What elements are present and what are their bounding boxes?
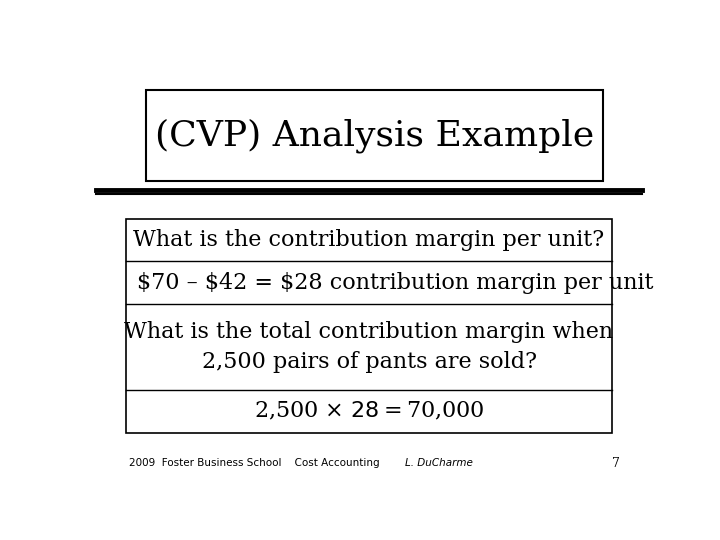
Text: 2,500 × $28 =  $70,000: 2,500 × $28 = $70,000	[253, 400, 485, 422]
FancyBboxPatch shape	[126, 219, 612, 433]
Text: What is the total contribution margin when
2,500 pairs of pants are sold?: What is the total contribution margin wh…	[125, 321, 613, 373]
Text: (CVP) Analysis Example: (CVP) Analysis Example	[155, 118, 594, 153]
FancyBboxPatch shape	[145, 90, 603, 181]
Text: L. DuCharme: L. DuCharme	[405, 458, 473, 468]
Text: 7: 7	[612, 457, 620, 470]
Text: $70 – $42 = $28 contribution margin per unit: $70 – $42 = $28 contribution margin per …	[138, 272, 654, 294]
Text: What is the contribution margin per unit?: What is the contribution margin per unit…	[133, 229, 605, 251]
Text: 2009  Foster Business School    Cost Accounting: 2009 Foster Business School Cost Account…	[129, 458, 392, 468]
